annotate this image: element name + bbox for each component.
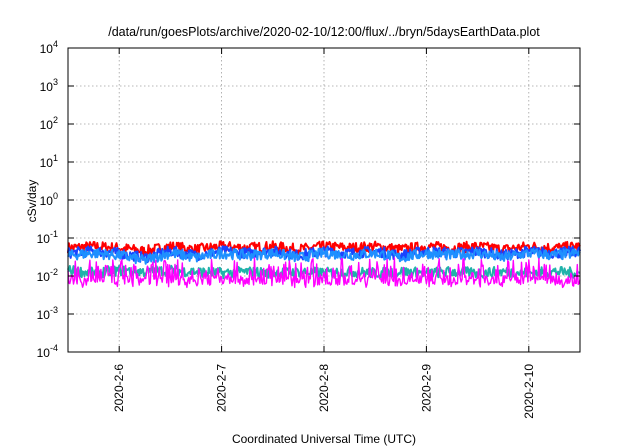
y-tick-label: 101 — [40, 153, 58, 170]
y-tick-label: 10-4 — [37, 343, 58, 360]
series-line-3 — [67, 247, 581, 265]
x-tick-label: 2020-2-8 — [317, 364, 331, 412]
x-tick-label: 2020-2-10 — [522, 364, 536, 419]
y-tick-label: 10-1 — [37, 229, 58, 246]
series-line-5 — [67, 257, 581, 289]
x-axis-label: Coordinated Universal Time (UTC) — [232, 432, 416, 446]
y-tick-label: 100 — [40, 191, 58, 208]
chart-title: /data/run/goesPlots/archive/2020-02-10/1… — [108, 25, 540, 39]
plot-frame — [67, 47, 581, 353]
y-tick-label: 10-3 — [37, 305, 58, 322]
x-tick-label: 2020-2-6 — [112, 364, 126, 412]
x-tick-label: 2020-2-9 — [419, 364, 433, 412]
y-tick-label: 10-2 — [37, 267, 58, 284]
grid-lines — [68, 48, 580, 352]
axis-ticks: 10-4 10-3 10-2 10-1 100 101 102 103 104 2020-2-6 2… — [37, 39, 580, 419]
y-axis-label: cSv/day — [25, 180, 39, 223]
x-tick-label: 2020-2-7 — [215, 364, 229, 412]
y-tick-label: 103 — [40, 77, 58, 94]
series-layer — [67, 240, 581, 289]
y-tick-label: 104 — [40, 39, 58, 56]
y-tick-label: 102 — [40, 115, 58, 132]
